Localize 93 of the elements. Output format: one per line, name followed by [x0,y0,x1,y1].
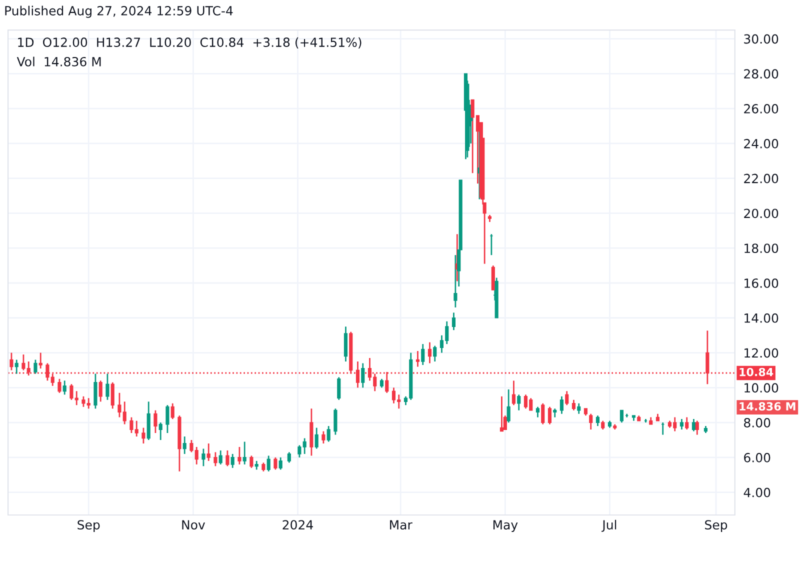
candlestick [572,399,576,412]
candlestick [202,448,206,467]
text: 1D O12.00 H13.27 L10.20 C10.84 +3.18 (+41.51%) [18,37,362,48]
x-tick-label: May [493,520,518,532]
y-tick-label: 10.00 [744,383,778,393]
y-tick-label: 12.00 [744,348,778,358]
candlestick [620,410,624,424]
candlestick [680,418,684,430]
y-tick-label: 26.00 [744,104,778,114]
x-tick-label: 2024 [282,520,313,530]
candlestick [170,402,174,420]
candlestick [10,352,14,371]
candlestick [106,373,110,401]
y-tick-label: 4.00 [744,488,770,498]
candlestick [182,436,186,455]
candlestick [314,427,318,450]
candlestick [14,359,18,374]
candlestick [34,359,38,374]
candlestick [421,343,425,366]
candlestick [130,416,134,434]
candlestick [154,410,158,434]
candlestick [482,202,486,264]
y-tick-label: 24.00 [744,138,778,148]
candlestick [326,425,330,442]
candlestick [226,450,230,467]
candlestick [218,450,222,466]
x-tick-label: Sep [78,520,100,532]
candlestick [322,430,326,444]
candlestick [190,439,194,453]
candlestick [278,456,282,470]
candlestick [541,402,545,425]
candlestick [433,345,437,362]
y-tick-label: 16.00 [744,278,778,288]
candlestick [142,427,146,444]
candlestick [596,414,600,427]
y-tick-label: 22.00 [744,174,778,184]
candlestick [416,350,420,368]
candlestick [194,446,198,466]
candlestick [230,453,234,469]
candlestick [452,312,456,331]
candlestick [158,422,162,441]
candlestick [274,456,278,470]
candlestick [302,438,306,455]
candlestick [334,408,338,436]
ref-line-label: 10.84 [740,368,774,376]
candlestick [110,382,114,410]
candlestick [94,373,98,410]
y-tick-label: 8.00 [744,418,770,428]
candlestick [491,264,495,291]
candlestick [166,404,170,434]
candlestick [548,406,552,425]
candlestick [344,326,348,362]
candlestick [512,380,516,406]
candlestick [361,362,365,388]
candlestick [589,413,593,430]
candlestick [428,342,432,364]
x-tick-label: Mar [390,520,412,530]
candlestick [560,396,564,415]
candlestick [214,452,218,467]
x-tick-label: Nov [182,520,205,530]
candlestick [685,416,689,430]
candlestick [250,454,254,469]
y-tick-label: 18.00 [744,244,778,254]
x-tick-label: Jul [602,520,616,532]
x-tick-label: Sep [705,520,728,532]
y-tick-label: 28.00 [744,69,778,79]
candlestick [62,380,66,396]
candlestick [298,444,302,458]
candlestick [577,402,581,415]
candlestick [506,388,510,424]
text: 14.836 M [740,402,796,411]
y-tick-label: 14.00 [744,313,778,323]
candlestick [58,378,62,394]
y-tick-label: 30.00 [744,34,778,44]
candlestick [134,420,138,438]
candlestick [500,396,504,432]
y-tick-label: 6.00 [744,452,770,462]
candlestick [536,406,540,418]
candlestick [38,352,42,370]
candlestick [266,454,270,472]
candlestick [206,442,210,462]
candlestick [238,446,242,466]
candlestick [517,394,521,412]
candlestick [287,452,291,464]
annotation: Vol 14.836 M [16,56,101,66]
y-tick-label: 20.00 [744,208,778,218]
candlestick [565,390,569,406]
candlestick [692,418,696,432]
candlestick [695,420,699,436]
candlestick [337,376,341,401]
candlestick [242,441,246,466]
text: Published Aug 27, 2024 12:59 UTC-4 [5,6,233,18]
candlestick [98,380,102,402]
